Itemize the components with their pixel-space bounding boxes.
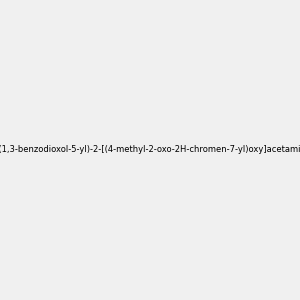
Text: N-(1,3-benzodioxol-5-yl)-2-[(4-methyl-2-oxo-2H-chromen-7-yl)oxy]acetamide: N-(1,3-benzodioxol-5-yl)-2-[(4-methyl-2-… <box>0 146 300 154</box>
